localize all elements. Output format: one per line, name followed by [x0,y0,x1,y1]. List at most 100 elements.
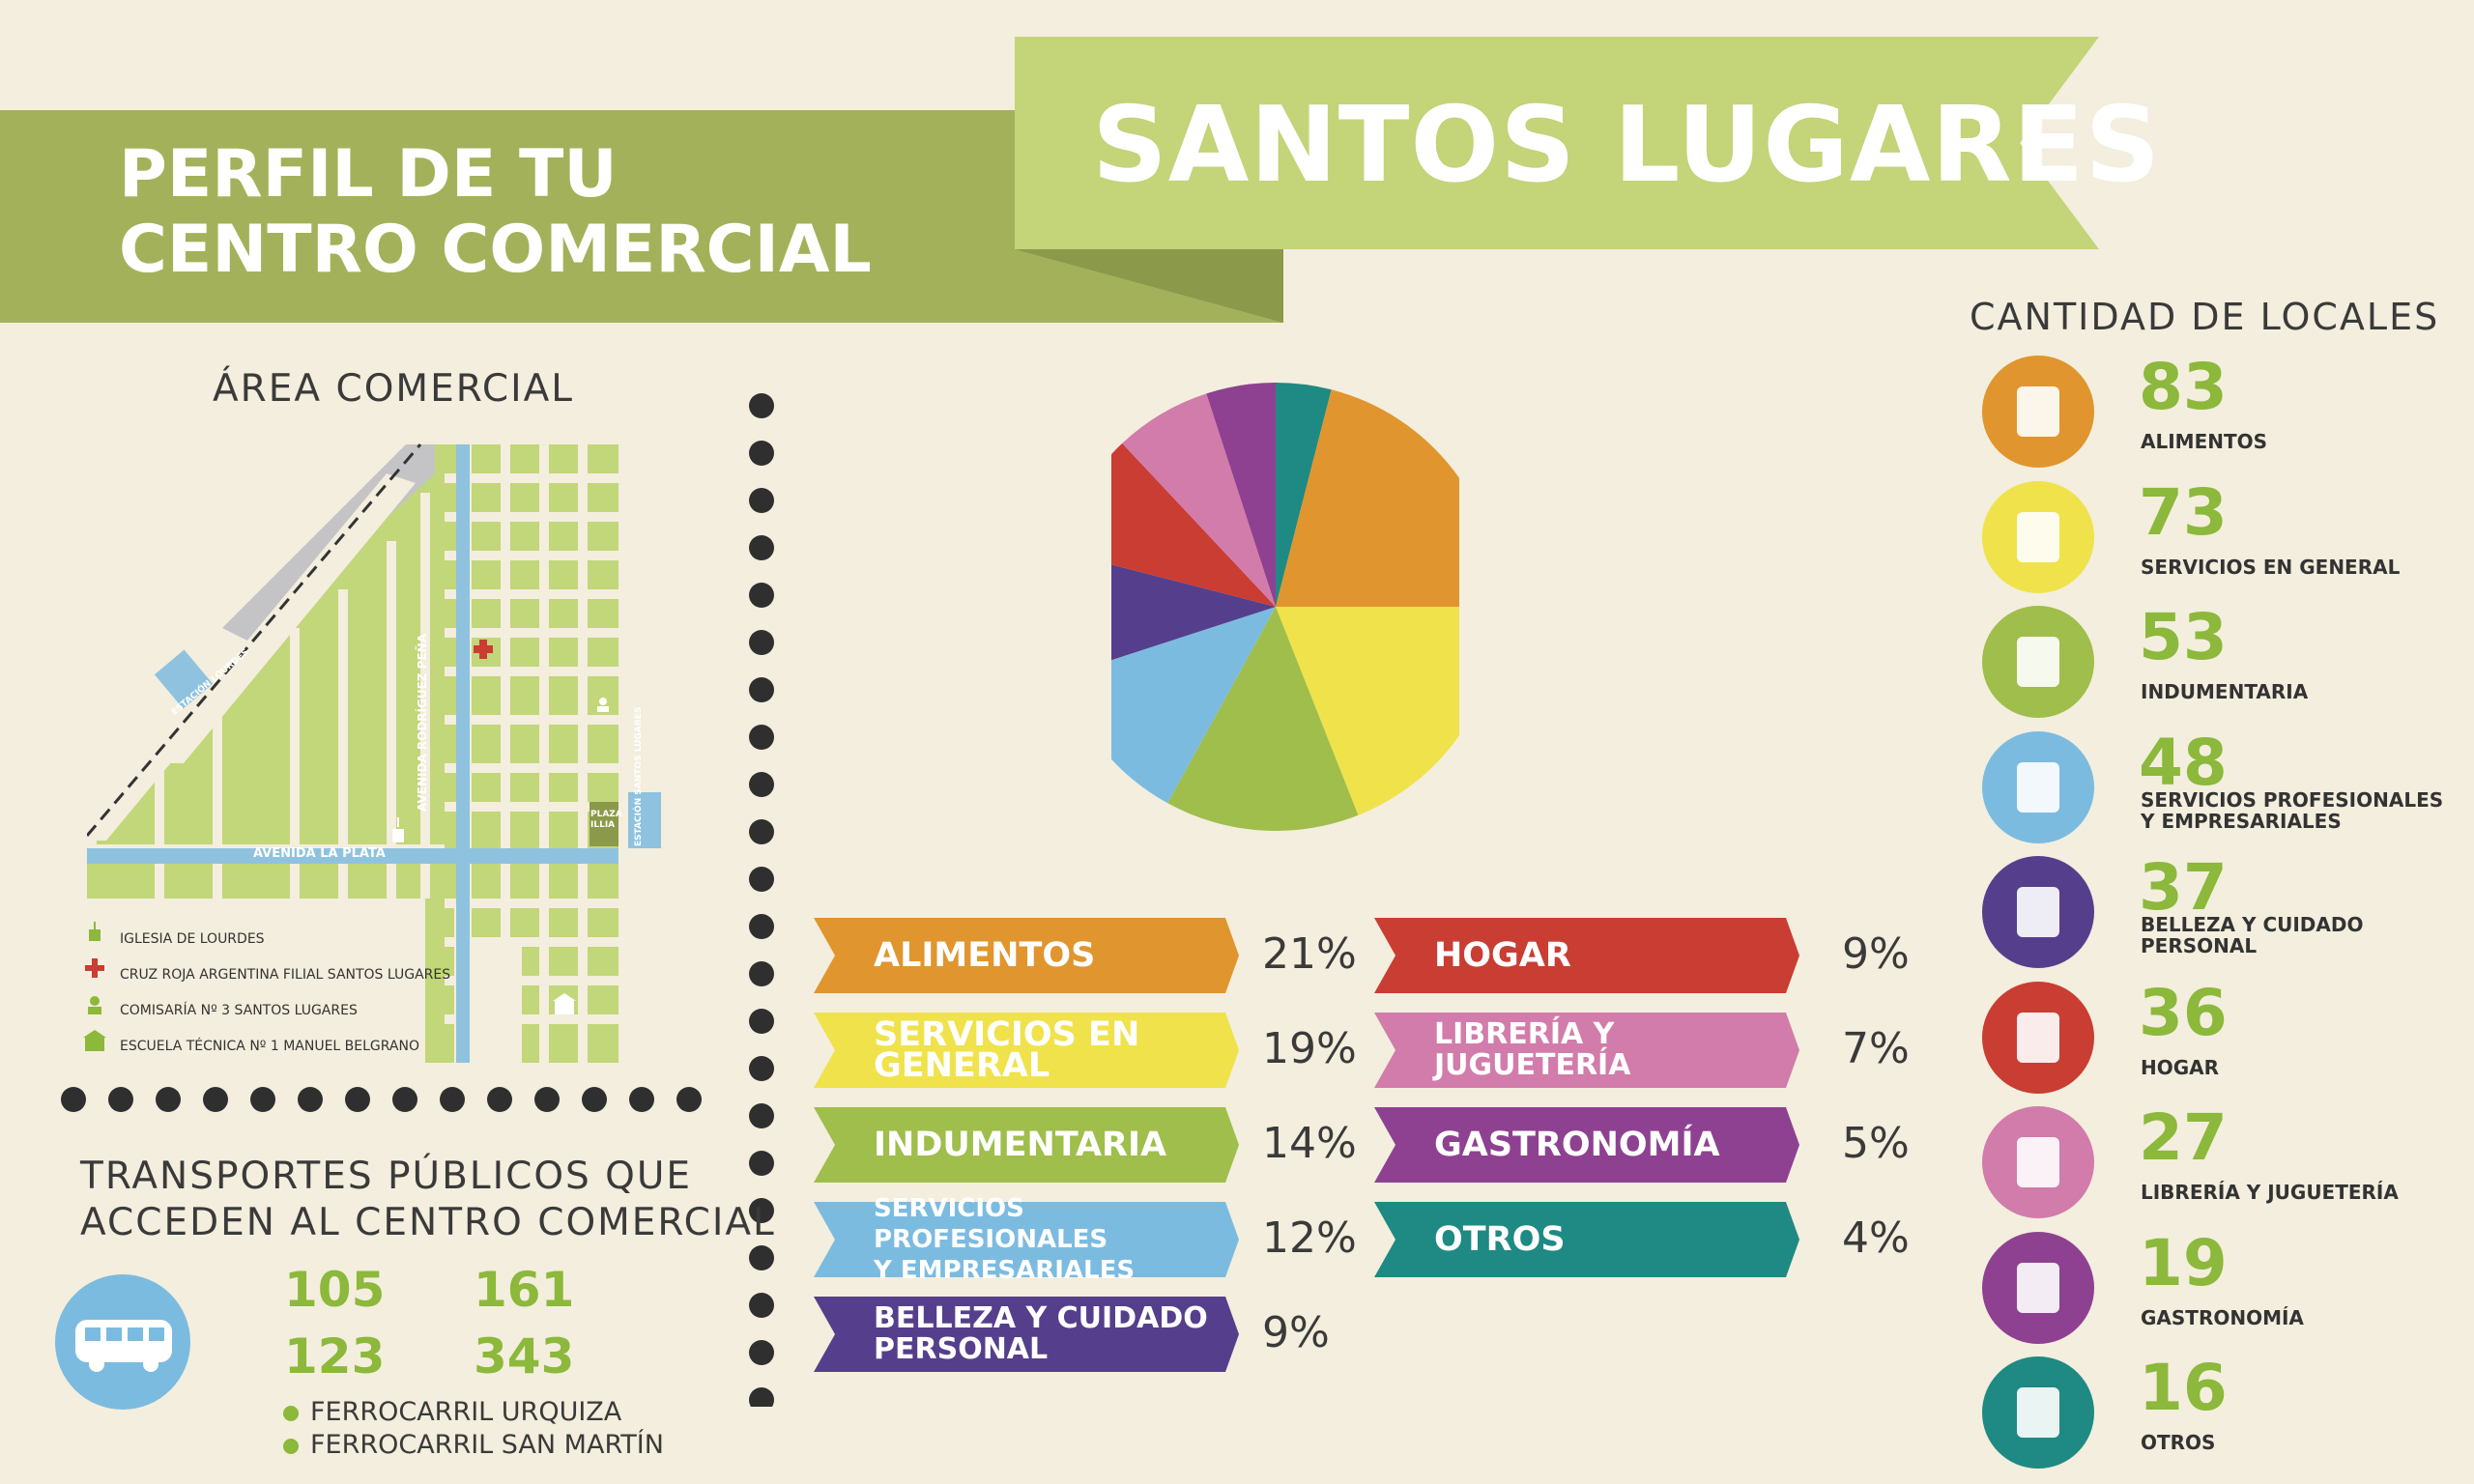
category-percent: 5% [1842,1119,1910,1168]
avenida-la-plata [87,848,618,864]
category-percent: 9% [1262,1308,1330,1357]
category-percent: 4% [1842,1213,1910,1263]
category-label: OTROS [1434,1220,1566,1259]
category-percent: 7% [1842,1024,1910,1073]
header-line1: PERFIL DE TU [119,136,618,213]
transport-title: TRANSPORTES PÚBLICOS QUE ACCEDEN AL CENT… [80,1154,776,1246]
station-lourdes [154,649,214,709]
locales-count: 19 [2139,1225,2228,1300]
category-arrow [814,918,1239,993]
locales-count: 48 [2139,725,2228,800]
basket-icon [1982,356,2094,468]
locales-count: 83 [2139,350,2228,424]
church-icon [85,922,104,941]
pie-slice [1276,383,1332,607]
area-map [87,443,661,1063]
house-plug-icon [1982,981,2094,1094]
bus-line: 123 [284,1328,386,1384]
header-banner [0,37,2099,323]
pie-slice [1111,442,1276,607]
scissors-icon [1982,856,2094,968]
locales-name: OTROS [2141,1431,2216,1454]
transport-title-line2: ACCEDEN AL CENTRO COMERCIAL [80,1201,776,1244]
locales-name: HOGAR [2141,1055,2220,1079]
legend-item: COMISARÍA Nº 3 SANTOS LUGARES [120,1003,358,1018]
pie-slice [1167,607,1359,831]
avenida-rodriguez-pena [456,444,470,1063]
category-arrow [814,1297,1239,1372]
category-arrow [1374,1013,1799,1088]
notebook-icon [1982,1106,2094,1218]
bus-line: 343 [474,1328,575,1384]
bus-icon [55,1274,190,1410]
category-arrow [1374,1107,1799,1183]
category-label: SERVICIOS PROFESIONALES Y EMPRESARIALES [874,1194,1136,1285]
dot-divider-vertical [749,393,774,1407]
cutlery-icon [1982,1231,2094,1344]
locales-count: 27 [2139,1100,2228,1175]
school-icon [553,993,576,1014]
station-santos-lugares [628,792,661,848]
pie-slice [1111,564,1276,661]
category-percent: 19% [1262,1024,1357,1073]
transport-title-line1: TRANSPORTES PÚBLICOS QUE [80,1155,693,1198]
locales-title: CANTIDAD DE LOCALES [1970,296,2440,338]
category-label: GASTRONOMÍA [1434,1126,1720,1164]
legend-item: CRUZ ROJA ARGENTINA FILIAL SANTOS LUGARE… [120,967,451,983]
page-title: SANTOS LUGARES [1092,85,2162,206]
area-title: ÁREA COMERCIAL [213,367,575,411]
locales-name: SERVICIOS EN GENERAL [2141,555,2401,579]
locales-name: GASTRONOMÍA [2141,1305,2304,1329]
dot-divider-horizontal [61,1087,702,1112]
locales-name: LIBRERÍA Y JUGUETERÍA [2141,1181,2399,1204]
bullet-icon [283,1438,299,1454]
calculator-icon [1982,730,2094,843]
pie-slice [1122,393,1276,607]
category-percent: 12% [1262,1213,1357,1263]
header-subtitle: PERFIL DE TU CENTRO COMERCIAL [119,137,872,288]
category-arrow [814,1013,1239,1088]
legend-item: ESCUELA TÉCNICA Nº 1 MANUEL BELGRANO [120,1039,420,1054]
police-icon [85,995,104,1014]
locales-name: ALIMENTOS [2141,430,2268,453]
locales-count: 36 [2139,975,2228,1050]
tie-shoe-icon [1982,606,2094,718]
category-arrow [1374,918,1799,993]
locales-count: 53 [2139,600,2228,674]
locales-count: 16 [2139,1351,2228,1425]
locales-name: INDUMENTARIA [2141,680,2309,703]
locales-count: 37 [2139,850,2228,925]
pie-slice [1276,389,1459,607]
street-rodriguez-pena: AVENIDA RODRÍGUEZ PEÑA [416,634,429,812]
plaza-label: PLAZA ILLIA [590,810,622,830]
plaza-illia [590,802,618,846]
bus-line: 161 [474,1262,575,1318]
locales-name: BELLEZA Y CUIDADO PERSONAL [2141,913,2364,957]
category-percent: 9% [1842,929,1910,979]
category-label: SERVICIOS EN GENERAL [874,1015,1140,1085]
legend-item: IGLESIA DE LOURDES [120,931,265,947]
cross-icon [85,958,104,978]
street-la-plata: AVENIDA LA PLATA [253,846,386,861]
locales-count: 73 [2139,474,2228,550]
category-label: HOGAR [1434,936,1571,975]
police-icon [597,698,609,712]
category-label: ALIMENTOS [874,936,1096,975]
station-santos-lugares-label: ESTACIÓN SANTOS LUGARES [634,706,644,846]
category-arrow [814,1107,1239,1183]
category-arrow [1374,1202,1799,1277]
category-percent: 14% [1262,1119,1357,1168]
pie-slice [1111,607,1276,804]
category-label: INDUMENTARIA [874,1126,1167,1164]
pie-slice [1206,383,1276,607]
cross-icon [474,640,493,659]
category-arrow [814,1202,1239,1277]
school-icon [83,1030,106,1051]
gas-pump-icon [1982,480,2094,593]
train-line: FERROCARRIL SAN MARTÍN [283,1430,664,1460]
header-line2: CENTRO COMERCIAL [119,212,872,288]
pie-chart [1111,383,1459,831]
pie-slice [1276,607,1459,815]
bullet-icon [283,1405,299,1421]
locales-name: SERVICIOS PROFESIONALES Y EMPRESARIALES [2141,787,2444,833]
